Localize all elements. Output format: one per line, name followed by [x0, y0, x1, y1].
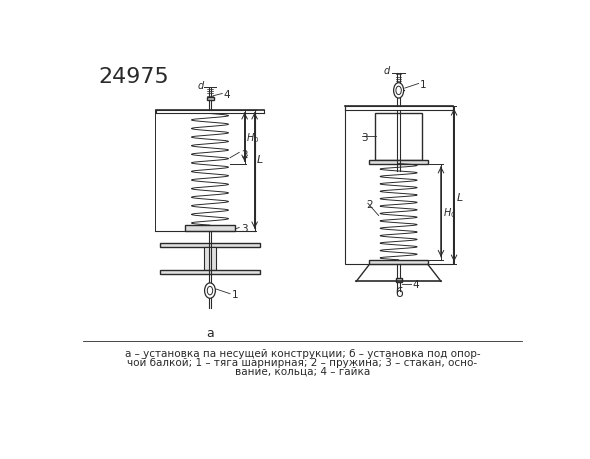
Bar	[160, 243, 260, 247]
Bar	[395, 279, 402, 282]
Bar	[369, 260, 428, 265]
Text: 4: 4	[412, 280, 419, 290]
Bar	[160, 270, 260, 274]
Ellipse shape	[396, 87, 401, 95]
Text: а: а	[206, 327, 214, 340]
Text: 3: 3	[241, 224, 247, 234]
Text: $H_0$: $H_0$	[246, 131, 260, 145]
Text: 4: 4	[224, 90, 231, 100]
Text: а – установка па несущей конструкции; б – установка под опор-: а – установка па несущей конструкции; б …	[124, 348, 480, 358]
Text: 3: 3	[361, 132, 368, 142]
Text: 1: 1	[231, 290, 238, 300]
Text: 1: 1	[420, 80, 427, 90]
Text: L: L	[457, 192, 463, 202]
Bar	[345, 106, 453, 265]
Text: б: б	[395, 287, 402, 300]
Text: L: L	[257, 155, 263, 165]
Text: d: d	[198, 80, 204, 90]
Bar	[185, 226, 235, 232]
Text: d: d	[384, 66, 389, 76]
Bar	[207, 98, 214, 101]
Text: 24975: 24975	[99, 67, 169, 87]
Bar	[375, 114, 422, 160]
Bar	[369, 160, 428, 164]
Bar	[204, 247, 216, 270]
Text: 2: 2	[366, 200, 373, 209]
Ellipse shape	[394, 84, 404, 99]
Text: вание, кольца; 4 – гайка: вание, кольца; 4 – гайка	[235, 365, 370, 375]
Text: 2: 2	[241, 150, 247, 160]
Ellipse shape	[207, 287, 212, 295]
Ellipse shape	[205, 283, 215, 299]
Text: чой балкой; 1 – тяга шарнирная; 2 – пружина; 3 – стакан, осно-: чой балкой; 1 – тяга шарнирная; 2 – пруж…	[127, 357, 477, 367]
Text: $H_0$: $H_0$	[442, 205, 455, 219]
